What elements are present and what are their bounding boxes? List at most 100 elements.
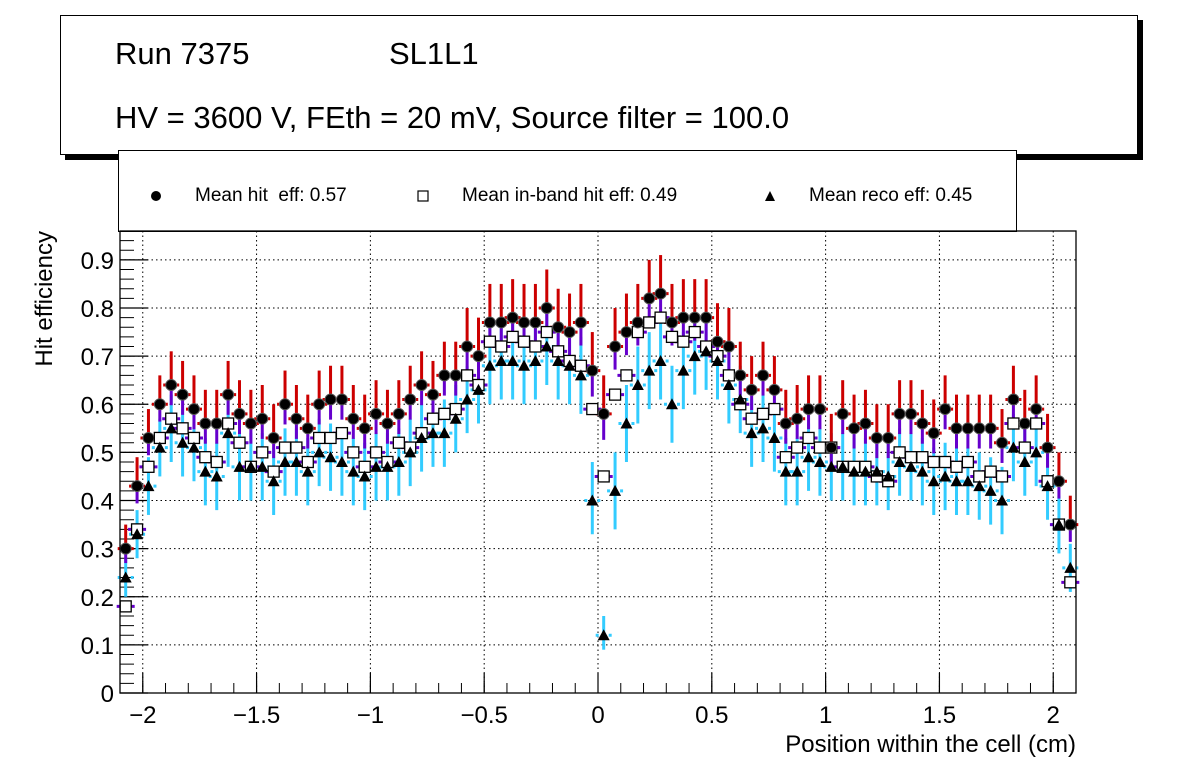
- hit-marker: [381, 417, 394, 430]
- legend-triangle-icon: [765, 191, 775, 201]
- reco-marker: [688, 350, 701, 362]
- reco-marker: [654, 354, 667, 366]
- inband-marker: [119, 600, 132, 613]
- hit-marker: [859, 417, 872, 430]
- hit-marker: [495, 316, 508, 329]
- reco-marker: [381, 460, 394, 472]
- inband-marker: [1007, 417, 1020, 430]
- inband-marker: [1018, 441, 1031, 454]
- hit-marker: [654, 287, 667, 300]
- hit-marker: [199, 417, 212, 430]
- reco-marker: [404, 446, 417, 458]
- hit-marker: [631, 316, 644, 329]
- hit-marker: [757, 369, 770, 382]
- hit-marker: [984, 422, 997, 435]
- y-tick-label: 0: [101, 681, 114, 708]
- inband-marker: [677, 335, 690, 348]
- reco-marker: [267, 475, 280, 487]
- reco-marker: [586, 494, 599, 506]
- inband-marker: [654, 311, 667, 324]
- hit-marker: [347, 412, 360, 425]
- inband-marker: [483, 335, 497, 348]
- reco-marker: [802, 451, 815, 463]
- hit-marker: [518, 316, 531, 329]
- hit-marker: [1041, 441, 1054, 454]
- x-tick-label: 1.5: [923, 702, 956, 729]
- legend-label-reco: Mean reco eff: 0.45: [809, 185, 973, 206]
- hit-marker: [711, 335, 724, 348]
- hit-marker: [825, 441, 838, 454]
- reco-marker: [313, 446, 326, 458]
- reco-marker: [1018, 456, 1031, 467]
- reco-marker: [859, 465, 872, 477]
- reco-marker: [290, 456, 303, 467]
- inband-marker: [199, 451, 212, 464]
- reco-marker: [631, 379, 644, 390]
- inband-marker: [335, 426, 349, 440]
- reco-marker: [882, 470, 895, 482]
- legend-label-hit: Mean hit eff: 0.57: [195, 185, 347, 206]
- hit-marker: [335, 393, 348, 406]
- reco-marker: [791, 465, 804, 477]
- inband-marker: [256, 446, 269, 459]
- y-tick-label: 0.4: [81, 489, 114, 516]
- inband-marker: [927, 455, 940, 469]
- hit-marker: [449, 369, 462, 382]
- reco-marker: [472, 383, 485, 395]
- inband-marker: [620, 369, 633, 382]
- reco-marker: [711, 354, 724, 366]
- reco-marker: [335, 456, 348, 467]
- reco-marker: [518, 359, 531, 371]
- reco-marker: [757, 422, 770, 434]
- y-axis-title: Hit efficiency: [31, 231, 58, 367]
- inband-marker: [1030, 417, 1043, 430]
- reco-marker: [347, 465, 360, 477]
- hit-marker: [916, 417, 929, 430]
- reco-marker: [574, 369, 587, 381]
- x-tick-label: −1: [357, 702, 384, 729]
- hit-marker: [700, 311, 713, 324]
- reco-marker: [996, 494, 1009, 506]
- x-tick-label: 2: [1047, 702, 1060, 729]
- hit-marker: [153, 398, 166, 411]
- inband-marker: [950, 460, 963, 473]
- inband-marker: [347, 446, 360, 459]
- hit-marker: [688, 311, 701, 324]
- reco-marker: [415, 431, 428, 443]
- inband-marker: [586, 402, 599, 416]
- hit-marker: [404, 393, 417, 406]
- hit-marker: [802, 403, 815, 416]
- reco-marker: [734, 393, 747, 405]
- inband-marker: [278, 441, 292, 454]
- inband-marker: [984, 465, 997, 478]
- reco-marker: [165, 422, 178, 434]
- reco-marker: [1030, 446, 1043, 458]
- inband-marker: [176, 422, 189, 435]
- inband-marker: [290, 441, 303, 454]
- axis-ticks: [119, 230, 1077, 694]
- inband-marker: [961, 455, 975, 469]
- inband-marker: [529, 340, 542, 353]
- inband-marker: [791, 441, 804, 454]
- inband-marker: [756, 407, 770, 421]
- hit-marker: [358, 422, 371, 435]
- hit-marker: [904, 407, 917, 420]
- tick-labels: 0 0.1 0.2 0.3 0.4 0.5 0.6 0.7 0.8 0.9 −2 −1.5 −1 −0.5…: [81, 248, 1060, 729]
- hit-marker: [939, 403, 952, 416]
- hit-marker: [1064, 518, 1077, 531]
- x-tick-label: −0.5: [460, 702, 507, 729]
- reco-marker: [358, 470, 371, 482]
- x-tick-label: 0: [591, 702, 604, 729]
- inband-marker: [608, 388, 622, 401]
- reco-marker: [222, 427, 235, 439]
- reco-marker: [916, 465, 929, 477]
- x-tick-label: 0.5: [695, 702, 728, 729]
- reco-marker: [984, 484, 997, 496]
- reco-marker: [1007, 441, 1020, 453]
- inband-marker: [745, 412, 758, 425]
- hit-marker: [927, 427, 940, 440]
- y-tick-label: 0.1: [81, 633, 114, 660]
- hit-marker: [142, 431, 155, 444]
- title-box: Run 7375 SL1L1 HV = 3600 V, FEth = 20 mV…: [60, 15, 1138, 155]
- inband-marker: [540, 325, 553, 339]
